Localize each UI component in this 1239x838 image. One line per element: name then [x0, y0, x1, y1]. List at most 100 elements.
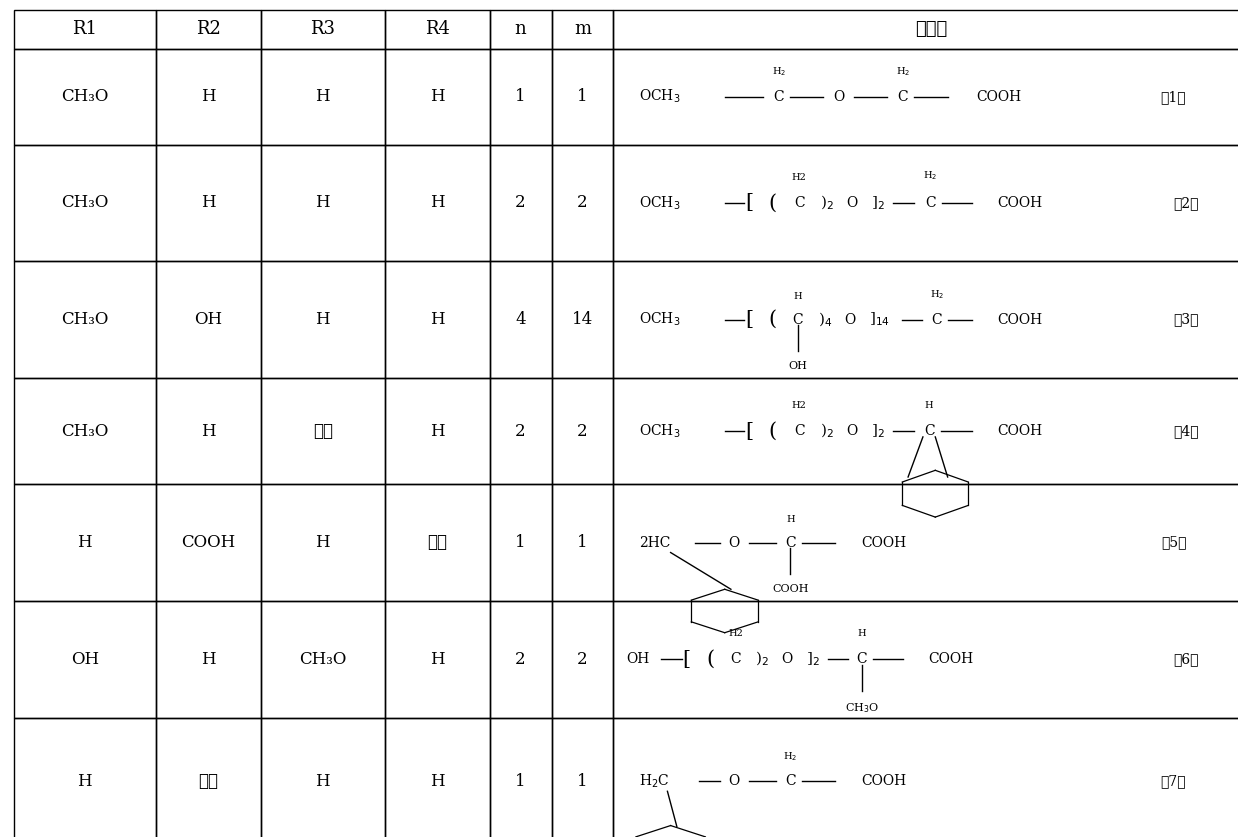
- Text: COOH: COOH: [181, 534, 235, 551]
- Text: CH₃O: CH₃O: [61, 422, 109, 440]
- Text: 1: 1: [577, 534, 587, 551]
- Text: H: H: [201, 422, 216, 440]
- Text: C: C: [856, 652, 867, 666]
- Bar: [14, 717, 156, 838]
- Bar: [14, 144, 156, 261]
- Bar: [613, 10, 1239, 49]
- Text: ]$_2$: ]$_2$: [871, 194, 885, 212]
- Text: H: H: [786, 515, 794, 524]
- Bar: [489, 49, 551, 144]
- Text: (: (: [768, 194, 777, 212]
- Text: COOH: COOH: [928, 652, 974, 666]
- Bar: [384, 144, 489, 261]
- Bar: [156, 717, 261, 838]
- Text: [: [: [745, 422, 753, 441]
- Text: COOH: COOH: [997, 424, 1042, 438]
- Bar: [384, 261, 489, 378]
- Bar: [613, 378, 1239, 484]
- Bar: [384, 484, 489, 601]
- Text: O: O: [846, 424, 857, 438]
- Text: H: H: [78, 534, 92, 551]
- Text: OCH$_3$: OCH$_3$: [639, 422, 680, 440]
- Text: ]$_2$: ]$_2$: [871, 422, 885, 440]
- Text: R3: R3: [310, 20, 336, 39]
- Text: 结构式: 结构式: [916, 20, 948, 39]
- Text: H: H: [316, 194, 330, 211]
- Text: )$_2$: )$_2$: [820, 422, 834, 440]
- Bar: [156, 378, 261, 484]
- Text: 苯环: 苯环: [427, 534, 447, 551]
- Text: OH: OH: [71, 651, 99, 668]
- Bar: [384, 49, 489, 144]
- Text: C: C: [773, 90, 784, 104]
- Text: OH: OH: [626, 652, 649, 666]
- Bar: [156, 261, 261, 378]
- Text: OH: OH: [788, 361, 808, 371]
- Text: H$_2$: H$_2$: [923, 169, 938, 182]
- Text: H$_2$: H$_2$: [772, 65, 786, 79]
- Text: （1）: （1）: [1161, 90, 1187, 104]
- Bar: [489, 261, 551, 378]
- Text: OH: OH: [195, 311, 223, 328]
- Text: 1: 1: [577, 773, 587, 789]
- Text: CH₃O: CH₃O: [61, 311, 109, 328]
- Text: H: H: [924, 401, 933, 410]
- Bar: [261, 717, 384, 838]
- Bar: [384, 601, 489, 717]
- Bar: [551, 261, 613, 378]
- Bar: [384, 10, 489, 49]
- Text: COOH: COOH: [861, 535, 907, 550]
- Text: COOH: COOH: [976, 90, 1021, 104]
- Text: （3）: （3）: [1173, 313, 1199, 327]
- Text: 1: 1: [577, 88, 587, 106]
- Text: 苯环: 苯环: [198, 773, 218, 789]
- Text: H: H: [201, 88, 216, 106]
- Bar: [613, 144, 1239, 261]
- Bar: [489, 10, 551, 49]
- Text: H$_2$: H$_2$: [783, 750, 798, 763]
- Text: OCH$_3$: OCH$_3$: [639, 88, 680, 106]
- Text: C: C: [794, 196, 804, 210]
- Bar: [261, 10, 384, 49]
- Text: OCH$_3$: OCH$_3$: [639, 311, 680, 328]
- Bar: [551, 484, 613, 601]
- Text: O: O: [834, 90, 845, 104]
- Text: [: [: [683, 649, 690, 669]
- Text: H$_2$: H$_2$: [929, 288, 944, 301]
- Text: COOH: COOH: [997, 313, 1042, 327]
- Bar: [551, 144, 613, 261]
- Bar: [613, 601, 1239, 717]
- Text: 2: 2: [577, 422, 587, 440]
- Bar: [551, 601, 613, 717]
- Text: CH₃O: CH₃O: [61, 194, 109, 211]
- Text: [: [: [745, 310, 753, 329]
- Text: 1: 1: [515, 88, 525, 106]
- Text: )$_2$: )$_2$: [820, 194, 834, 212]
- Text: H$_2$C: H$_2$C: [639, 773, 669, 790]
- Text: H: H: [430, 422, 445, 440]
- Bar: [156, 144, 261, 261]
- Bar: [261, 144, 384, 261]
- Bar: [261, 601, 384, 717]
- Bar: [14, 261, 156, 378]
- Text: C: C: [794, 424, 804, 438]
- Text: H: H: [857, 629, 866, 639]
- Bar: [156, 49, 261, 144]
- Text: （6）: （6）: [1173, 652, 1199, 666]
- Bar: [551, 378, 613, 484]
- Text: （7）: （7）: [1161, 774, 1187, 789]
- Text: H$_2$: H$_2$: [896, 65, 911, 79]
- Text: O: O: [781, 652, 792, 666]
- Text: C: C: [898, 90, 908, 104]
- Text: H: H: [316, 88, 330, 106]
- Text: R1: R1: [72, 20, 98, 39]
- Text: C: C: [786, 774, 795, 789]
- Bar: [14, 378, 156, 484]
- Bar: [551, 10, 613, 49]
- Bar: [489, 717, 551, 838]
- Text: R2: R2: [196, 20, 221, 39]
- Text: O: O: [729, 535, 740, 550]
- Bar: [384, 717, 489, 838]
- Bar: [14, 10, 156, 49]
- Text: O: O: [844, 313, 855, 327]
